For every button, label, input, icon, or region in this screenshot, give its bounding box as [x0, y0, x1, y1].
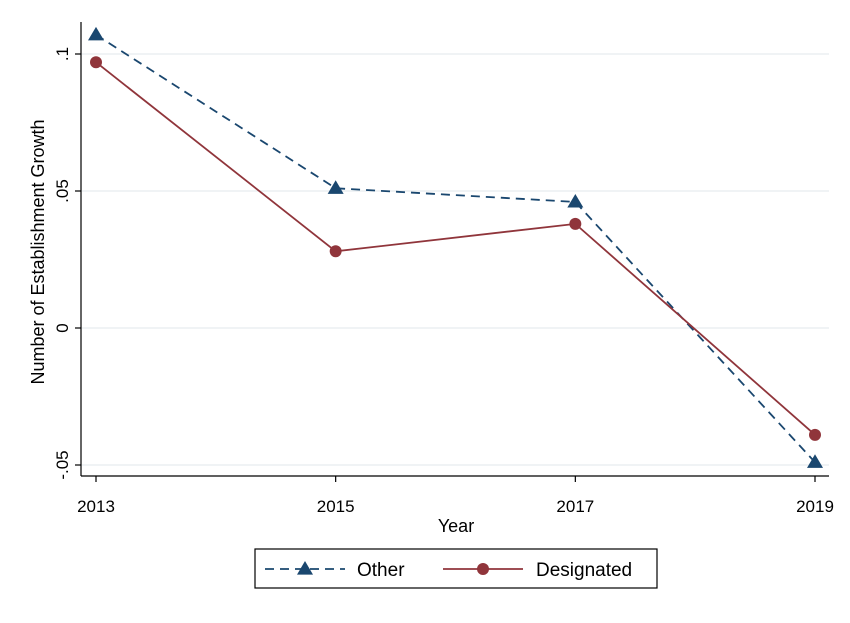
- legend-label: Other: [357, 560, 405, 581]
- axes: [80, 22, 829, 477]
- x-tick-label: 2013: [77, 497, 115, 516]
- data-point-designated: [569, 217, 582, 230]
- data-point-designated: [90, 56, 102, 69]
- legend-label: Designated: [536, 560, 632, 581]
- data-point-other: [327, 180, 344, 194]
- legend-marker-circle: [477, 563, 489, 575]
- series-other: [88, 26, 823, 468]
- legend-items: Other Designated: [265, 560, 632, 581]
- y-tick-label: -.05: [53, 450, 72, 479]
- y-tick-label: .05: [53, 179, 72, 203]
- x-tick-label: 2015: [317, 497, 355, 516]
- data-point-other: [807, 454, 823, 468]
- tick-marks-and-labels: -.05 0 .05 .1 2013 2015 2017 2019: [53, 47, 834, 516]
- y-tick-label: .1: [53, 47, 72, 61]
- legend: Other Designated: [254, 548, 658, 589]
- legend-item-designated: Designated: [443, 560, 632, 581]
- x-axis-title: Year: [438, 516, 474, 536]
- series-line-designated: [95, 61, 816, 436]
- gridlines: [81, 53, 829, 466]
- legend-marker-triangle: [297, 561, 313, 575]
- x-tick-label: 2019: [796, 497, 834, 516]
- x-tick-label: 2017: [556, 497, 594, 516]
- series-designated: [90, 56, 821, 441]
- data-point-other: [88, 26, 104, 41]
- data-point-designated: [329, 245, 342, 258]
- series-line-other: [95, 34, 816, 463]
- data-series: [88, 26, 823, 468]
- legend-item-other: Other: [265, 560, 405, 581]
- data-point-other: [567, 193, 584, 208]
- data-point-designated: [809, 428, 821, 441]
- y-tick-label: 0: [53, 323, 72, 332]
- y-axis-title: Number of Establishment Growth: [28, 119, 48, 384]
